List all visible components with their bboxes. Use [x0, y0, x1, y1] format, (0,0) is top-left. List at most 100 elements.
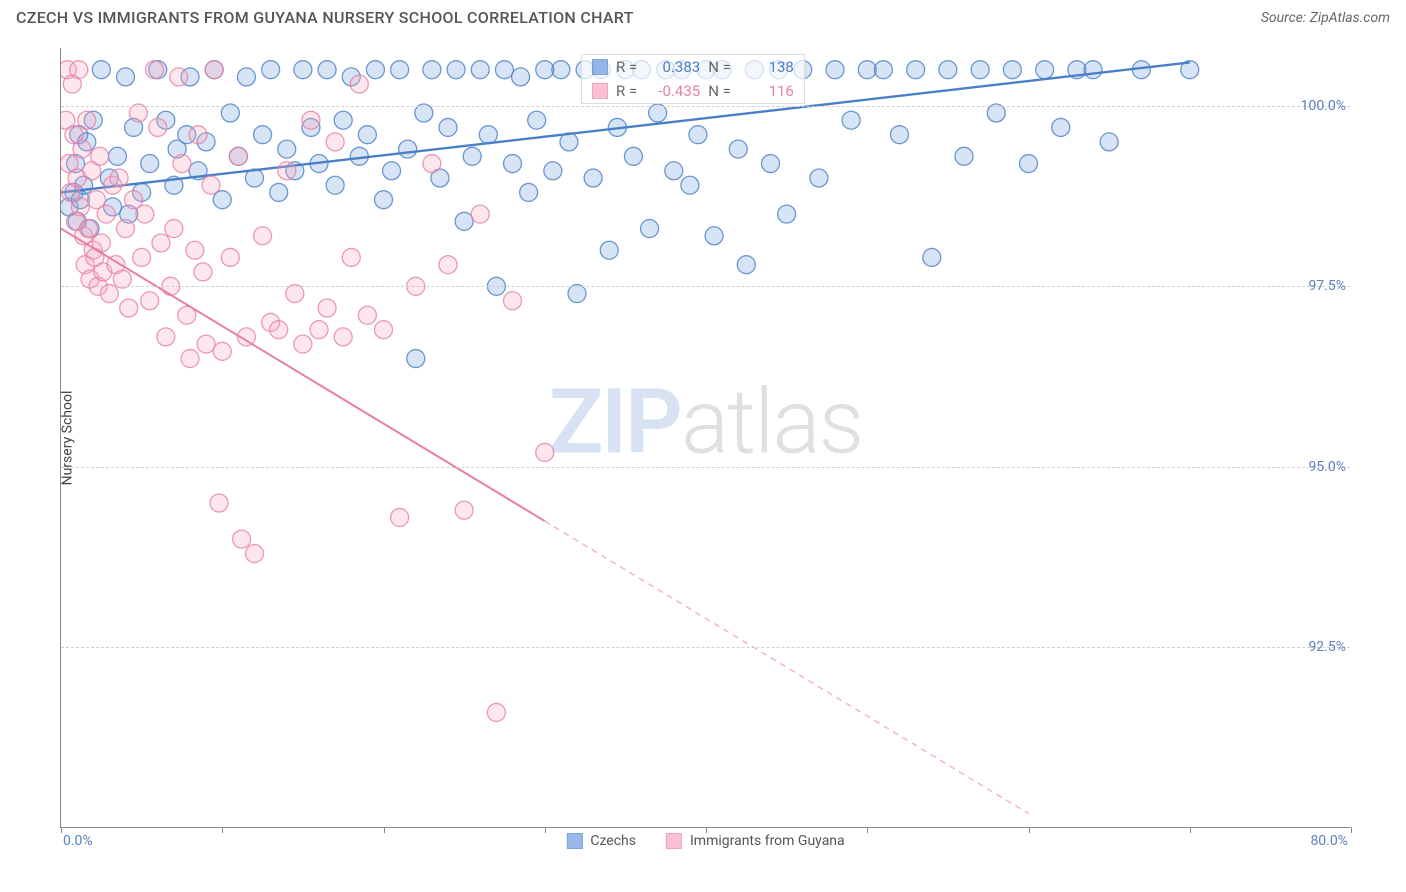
- scatter-point: [1084, 61, 1102, 79]
- gridline: [61, 286, 1350, 287]
- scatter-point: [536, 61, 554, 79]
- scatter-point: [729, 140, 747, 158]
- scatter-point: [302, 111, 320, 129]
- scatter-point: [254, 227, 272, 245]
- scatter-point: [67, 155, 85, 173]
- trend-line: [61, 229, 545, 522]
- chart-container: Nursery School ZIPatlas R = 0.383 N = 13…: [60, 48, 1350, 828]
- scatter-point: [61, 198, 78, 216]
- scatter-point: [891, 126, 909, 144]
- scatter-point: [399, 140, 417, 158]
- scatter-point: [168, 140, 186, 158]
- legend-swatch: [566, 833, 582, 849]
- scatter-point: [84, 241, 102, 259]
- scatter-point: [210, 494, 228, 512]
- stats-n-value: 138: [739, 58, 794, 76]
- plot-area: ZIPatlas R = 0.383 N = 138 R = -0.435 N …: [60, 48, 1350, 828]
- scatter-point: [826, 61, 844, 79]
- stats-r-value: 0.383: [645, 58, 700, 76]
- x-tick: [1029, 827, 1030, 833]
- scatter-point: [157, 328, 175, 346]
- scatter-point: [133, 183, 151, 201]
- scatter-point: [63, 75, 81, 93]
- scatter-point: [350, 75, 368, 93]
- scatter-point: [229, 147, 247, 165]
- scatter-point: [165, 176, 183, 194]
- watermark: ZIPatlas: [549, 369, 862, 474]
- scatter-point: [152, 234, 170, 252]
- scatter-point: [117, 68, 135, 86]
- scatter-point: [246, 169, 264, 187]
- scatter-point: [439, 118, 457, 136]
- scatter-point: [170, 68, 188, 86]
- scatter-point: [120, 205, 138, 223]
- watermark-atlas: atlas: [681, 369, 862, 474]
- scatter-point: [447, 61, 465, 79]
- scatter-point: [423, 61, 441, 79]
- scatter-point: [141, 155, 159, 173]
- scatter-point: [318, 61, 336, 79]
- scatter-point: [1003, 61, 1021, 79]
- scatter-point: [237, 328, 255, 346]
- scatter-point: [197, 335, 215, 353]
- scatter-point: [61, 61, 76, 79]
- x-tick: [867, 827, 868, 833]
- scatter-point: [194, 263, 212, 281]
- scatter-point: [83, 162, 101, 180]
- scatter-point: [76, 256, 94, 274]
- scatter-point: [366, 61, 384, 79]
- bottom-legend: Czechs Immigrants from Guyana: [566, 833, 844, 849]
- scatter-point: [479, 126, 497, 144]
- legend-item: Czechs: [566, 833, 636, 849]
- scatter-point: [350, 147, 368, 165]
- scatter-point: [471, 205, 489, 223]
- scatter-point: [125, 191, 143, 209]
- scatter-point: [810, 169, 828, 187]
- scatter-point: [213, 342, 231, 360]
- legend-label: Immigrants from Guyana: [690, 833, 845, 849]
- scatter-point: [92, 234, 110, 252]
- scatter-point: [584, 169, 602, 187]
- stats-r-value: -0.435: [645, 82, 700, 100]
- x-axis-max-label: 80.0%: [1310, 833, 1348, 849]
- scatter-point: [391, 61, 409, 79]
- scatter-point: [310, 321, 328, 339]
- y-tick-label: 97.5%: [1308, 278, 1346, 294]
- stats-row: R = 0.383 N = 138: [582, 55, 804, 79]
- scatter-point: [705, 227, 723, 245]
- scatter-point: [423, 155, 441, 173]
- scatter-point: [431, 169, 449, 187]
- scatter-point: [528, 111, 546, 129]
- scatter-point: [75, 176, 93, 194]
- y-tick-label: 95.0%: [1308, 459, 1346, 475]
- scatter-point: [487, 703, 505, 721]
- scatter-point: [737, 256, 755, 274]
- scatter-point: [262, 61, 280, 79]
- legend-swatch: [592, 59, 608, 75]
- scatter-point: [334, 111, 352, 129]
- scatter-point: [87, 191, 105, 209]
- scatter-point: [104, 176, 122, 194]
- scatter-point: [286, 162, 304, 180]
- scatter-point: [624, 147, 642, 165]
- stats-n-label: N =: [708, 58, 731, 76]
- scatter-point: [70, 61, 88, 79]
- scatter-point: [939, 61, 957, 79]
- scatter-point: [229, 147, 247, 165]
- scatter-point: [78, 133, 96, 151]
- scatter-point: [270, 183, 288, 201]
- scatter-point: [221, 248, 239, 266]
- scatter-point: [1068, 61, 1086, 79]
- scatter-point: [955, 147, 973, 165]
- scatter-point: [136, 205, 154, 223]
- watermark-zip: ZIP: [549, 369, 681, 474]
- scatter-point: [246, 545, 264, 563]
- scatter-point: [665, 162, 683, 180]
- scatter-point: [117, 220, 135, 238]
- scatter-point: [858, 61, 876, 79]
- scatter-point: [125, 118, 143, 136]
- scatter-point: [842, 111, 860, 129]
- scatter-point: [81, 220, 99, 238]
- scatter-point: [536, 443, 554, 461]
- scatter-point: [86, 248, 104, 266]
